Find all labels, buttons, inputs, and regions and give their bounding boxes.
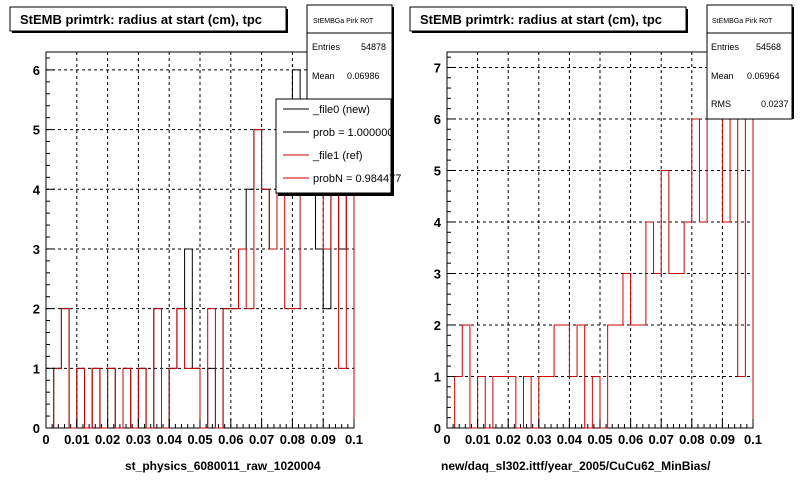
x-tick-label: 0.03 (126, 432, 151, 447)
x-tick-label: 0.09 (311, 432, 336, 447)
title-box: StEMB primtrk: radius at start (cm), tpc (409, 6, 688, 33)
x-tick-label: 0.05 (587, 432, 612, 447)
x-tick-label: 0.06 (218, 432, 243, 447)
title-box-shadow (686, 9, 688, 33)
x-tick-label: 0.05 (187, 432, 212, 447)
chart-title: StEMB primtrk: radius at start (cm), tpc (420, 12, 662, 27)
stats-entries-label: Entries (312, 42, 341, 52)
title-box: StEMB primtrk: radius at start (cm), tpc (9, 6, 288, 33)
stats-box: StEMBGa Pirk R0T Entries 54568 Mean 0.06… (706, 4, 794, 120)
x-tick-label: 0.07 (649, 432, 674, 447)
x-tick-label: 0.06 (618, 432, 643, 447)
x-tick-label: 0.02 (496, 432, 521, 447)
y-tick-label: 5 (434, 163, 441, 178)
stats-entries-value: 54568 (756, 42, 781, 52)
x-tick-label: 0.01 (465, 432, 490, 447)
legend-entry-file1: _file1 (ref) (312, 150, 363, 162)
stats-name: StEMBGa Pirk R0T (712, 18, 773, 25)
stats-box: StEMBGa Pirk R0T Entries 54878 Mean 0.06… (306, 4, 394, 113)
y-tick-label: 6 (33, 63, 40, 78)
legend-entry-file0: _file0 (new) (312, 104, 370, 116)
y-tick-label: 2 (434, 318, 441, 333)
y-tick-label: 0 (33, 421, 40, 436)
x-tick-label: 0 (42, 432, 49, 447)
x-tick-label: 0.02 (95, 432, 120, 447)
axis-ticks: 0 0.01 0.02 0.03 0.04 0.05 0.06 0.07 0.08 0.09 0.1… (33, 57, 363, 447)
stats-entries-value: 54878 (361, 42, 386, 52)
title-box-frame (9, 6, 287, 32)
stats-mean-label: Mean (312, 71, 335, 81)
legend-box: _file0 (new) prob = 1.000000 _file1 (ref… (275, 98, 401, 196)
histogram-panel-left: 0 0.01 0.02 0.03 0.04 0.05 0.06 0.07 0.08 0.09 0.1… (9, 4, 401, 473)
x-axis-label: st_physics_6080011_raw_1020004 (125, 459, 321, 473)
stats-mean-value: 0.06964 (747, 71, 780, 81)
x-tick-label: 0.09 (710, 432, 735, 447)
axis-ticks: 0 0.01 0.02 0.03 0.04 0.05 0.06 0.07 0.08 0.09 0.1… (434, 56, 762, 447)
y-tick-label: 6 (434, 112, 441, 127)
x-tick-label: 0.01 (64, 432, 89, 447)
y-tick-label: 1 (33, 361, 40, 376)
x-tick-label: 0.1 (345, 432, 363, 447)
x-tick-label: 0.08 (679, 432, 704, 447)
title-box-shadow (12, 31, 288, 33)
chart-title: StEMB primtrk: radius at start (cm), tpc (20, 12, 262, 27)
x-tick-label: 0.1 (744, 432, 762, 447)
y-tick-label: 3 (33, 242, 40, 257)
y-tick-label: 5 (33, 123, 40, 138)
histogram-panel-right: 0 0.01 0.02 0.03 0.04 0.05 0.06 0.07 0.08 0.09 0.1… (409, 4, 794, 473)
stats-box-shadow (392, 7, 394, 112)
x-tick-label: 0.07 (249, 432, 274, 447)
y-tick-label: 3 (434, 266, 441, 281)
y-tick-label: 2 (33, 302, 40, 317)
x-tick-label: 0 (443, 432, 450, 447)
x-tick-label: 0.03 (526, 432, 551, 447)
stats-entries-label: Entries (711, 42, 740, 52)
title-box-shadow (412, 31, 688, 33)
legend-shadow (391, 101, 394, 196)
stats-rms-label: RMS (711, 99, 731, 109)
stats-box-shadow (792, 7, 794, 119)
y-tick-label: 4 (33, 182, 41, 197)
legend-shadow (278, 193, 393, 196)
legend-entry-prob: prob = 1.000000 (313, 127, 393, 139)
x-tick-label: 0.08 (280, 432, 305, 447)
title-box-shadow (286, 9, 288, 33)
y-tick-label: 1 (434, 369, 441, 384)
stats-mean-label: Mean (711, 71, 734, 81)
y-tick-label: 4 (434, 215, 442, 230)
x-axis-label: new/daq_sl302.ittf/year_2005/CuCu62_MinB… (441, 459, 711, 473)
x-tick-label: 0.04 (557, 432, 583, 447)
y-tick-label: 7 (434, 60, 441, 75)
stats-rms-value: 0.0237 (761, 99, 789, 109)
stats-box-frame (306, 4, 393, 113)
x-tick-label: 0.04 (157, 432, 183, 447)
stats-name: StEMBGa Pirk R0T (313, 18, 374, 25)
legend-entry-probN: probN = 0.984477 (313, 173, 401, 185)
y-tick-label: 0 (434, 421, 441, 436)
stats-mean-value: 0.06986 (347, 71, 380, 81)
